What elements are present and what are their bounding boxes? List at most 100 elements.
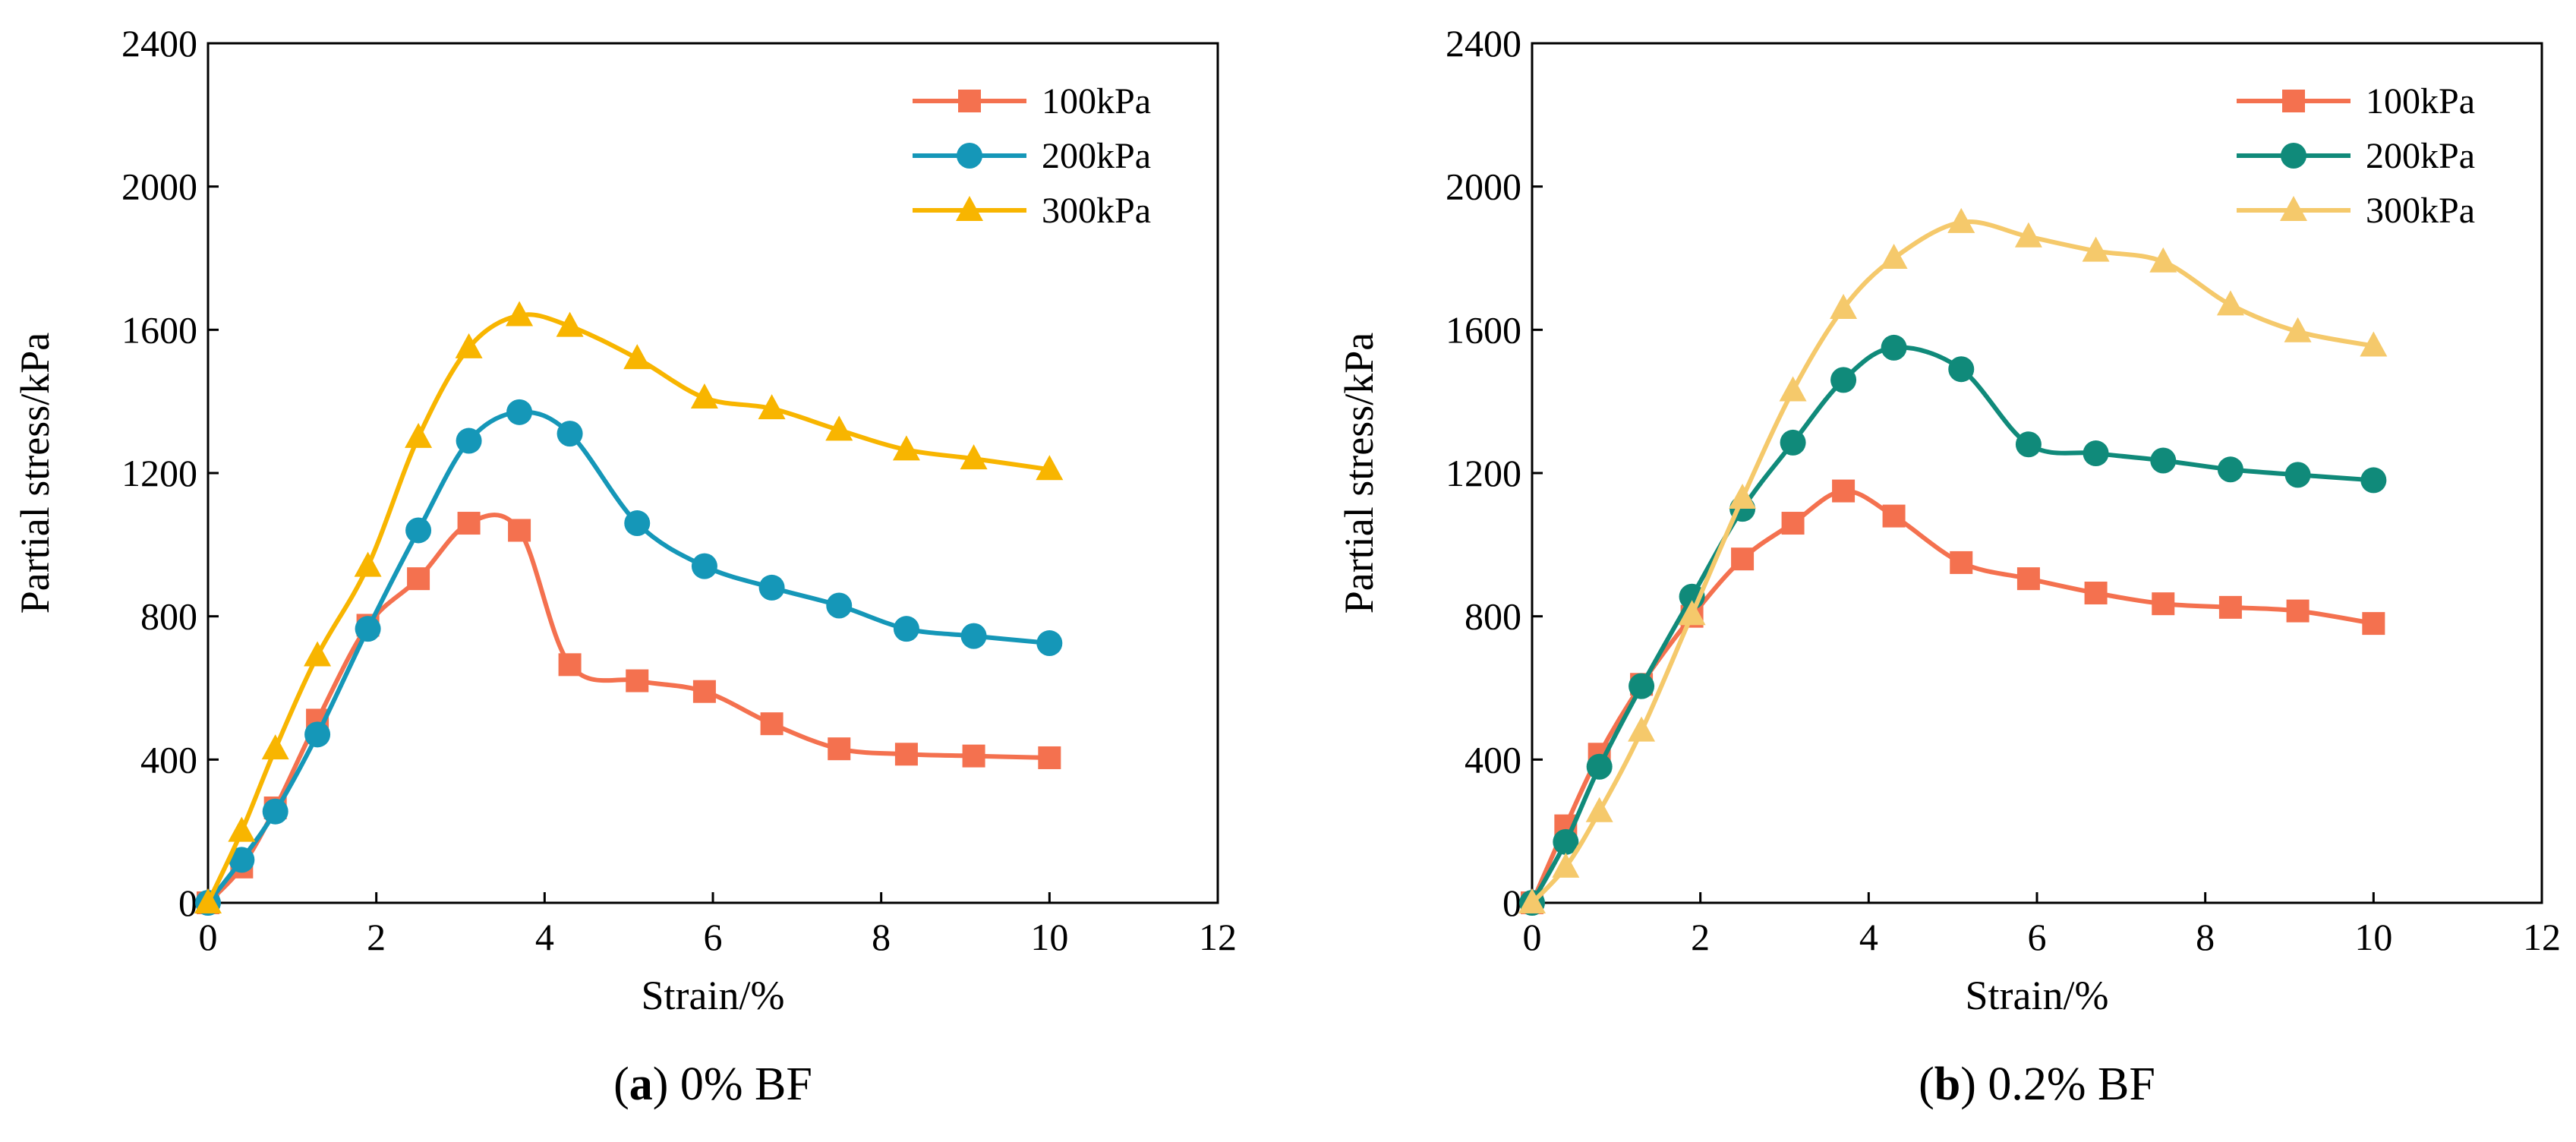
data-point — [508, 519, 531, 542]
y-axis-label: Partial stress/kPa — [1336, 333, 1382, 614]
data-point — [2150, 447, 2177, 474]
data-point — [1678, 600, 1706, 626]
data-point — [826, 592, 853, 619]
legend-marker — [2282, 90, 2305, 112]
series-line — [206, 513, 1052, 905]
data-point — [1948, 356, 1975, 383]
data-point — [1780, 429, 1806, 456]
legend-item-300kPa: 300kPa — [913, 191, 1151, 231]
x-axis-label: Strain/% — [642, 973, 785, 1018]
x-axis-label: Strain/% — [1966, 973, 2109, 1018]
data-point — [405, 422, 433, 448]
data-point — [1036, 455, 1064, 481]
data-point — [558, 653, 582, 677]
legend-marker — [956, 196, 983, 221]
data-point — [962, 744, 985, 768]
data-point — [2016, 567, 2040, 591]
data-point — [2216, 290, 2244, 316]
data-point — [626, 669, 649, 692]
data-point — [1518, 888, 1546, 913]
data-point — [960, 623, 987, 649]
panel-caption: (a) 0% BF — [613, 1058, 812, 1110]
y-tick-label: 400 — [1465, 738, 1521, 781]
data-point — [2284, 317, 2312, 342]
data-point — [556, 311, 584, 337]
data-point — [2217, 456, 2243, 483]
data-point — [1830, 294, 1858, 320]
series-300kPa — [1518, 207, 2388, 913]
data-point — [1830, 367, 1857, 393]
data-point — [194, 888, 222, 913]
panel-letter: b — [1934, 1058, 1960, 1110]
data-point — [2360, 331, 2388, 357]
data-point — [690, 383, 718, 409]
legend-marker — [2281, 143, 2306, 169]
data-point — [1947, 207, 1975, 233]
y-tick-label: 2400 — [121, 22, 197, 65]
data-point — [1729, 484, 1757, 509]
legend-item-100kPa: 100kPa — [2237, 81, 2475, 121]
data-point — [825, 415, 853, 441]
data-point — [1629, 673, 1655, 699]
series-200kPa — [195, 399, 1063, 916]
data-point — [456, 427, 482, 454]
y-tick-label: 2000 — [121, 166, 197, 208]
legend-label: 200kPa — [1042, 136, 1151, 176]
data-point — [960, 444, 988, 470]
x-tick-label: 8 — [872, 916, 891, 958]
data-point — [2083, 440, 2109, 467]
panel-caption-text: 0% BF — [680, 1058, 812, 1110]
data-point — [261, 734, 289, 760]
series-line — [1530, 345, 2376, 905]
data-point — [760, 712, 784, 736]
data-point — [455, 333, 483, 358]
data-point — [894, 743, 918, 766]
data-point — [407, 567, 430, 591]
data-point — [758, 394, 786, 420]
data-point — [457, 512, 481, 535]
data-point — [1779, 376, 1807, 402]
data-point — [2360, 467, 2387, 494]
data-point — [1628, 716, 1656, 742]
data-point — [506, 301, 534, 327]
legend-item-200kPa: 200kPa — [2237, 136, 2475, 176]
y-tick-label: 0 — [1502, 882, 1521, 924]
data-point — [354, 551, 382, 577]
legend-marker — [2280, 196, 2307, 221]
legend-item-200kPa: 200kPa — [913, 136, 1151, 176]
data-point — [229, 847, 255, 873]
legend-marker — [957, 143, 982, 169]
legend-label: 300kPa — [2366, 191, 2475, 231]
data-point — [1553, 828, 1579, 855]
x-tick-label: 2 — [367, 916, 386, 958]
data-point — [623, 344, 651, 370]
series-line — [206, 312, 1052, 905]
legend-label: 300kPa — [1042, 191, 1151, 231]
data-point — [2149, 247, 2177, 273]
y-tick-label: 0 — [178, 882, 197, 924]
panel-caption-text: 0.2% BF — [1988, 1058, 2155, 1110]
series-200kPa — [1519, 334, 2387, 916]
panel-b: 0 2 4 6 8 10 12 0 400 800 1200 1600 2000 2400 Strain/%… — [1336, 22, 2561, 1110]
data-point — [506, 399, 533, 425]
data-point — [2286, 599, 2310, 623]
data-point — [557, 421, 583, 447]
data-point — [405, 517, 432, 544]
data-point — [1552, 852, 1580, 878]
data-point — [2014, 222, 2042, 248]
data-point — [304, 721, 331, 748]
data-point — [1585, 797, 1613, 822]
data-point — [1881, 334, 1907, 361]
x-tick-label: 6 — [2028, 916, 2047, 958]
series-300kPa — [194, 301, 1064, 913]
data-point — [2015, 431, 2042, 458]
data-point — [1781, 512, 1805, 535]
data-point — [2084, 582, 2108, 605]
data-point — [1586, 753, 1613, 780]
x-tick-label: 0 — [199, 916, 218, 958]
x-tick-label: 6 — [704, 916, 723, 958]
data-point — [692, 680, 716, 703]
data-point — [1731, 547, 1755, 571]
data-point — [2284, 462, 2311, 488]
x-tick-label: 2 — [1691, 916, 1710, 958]
